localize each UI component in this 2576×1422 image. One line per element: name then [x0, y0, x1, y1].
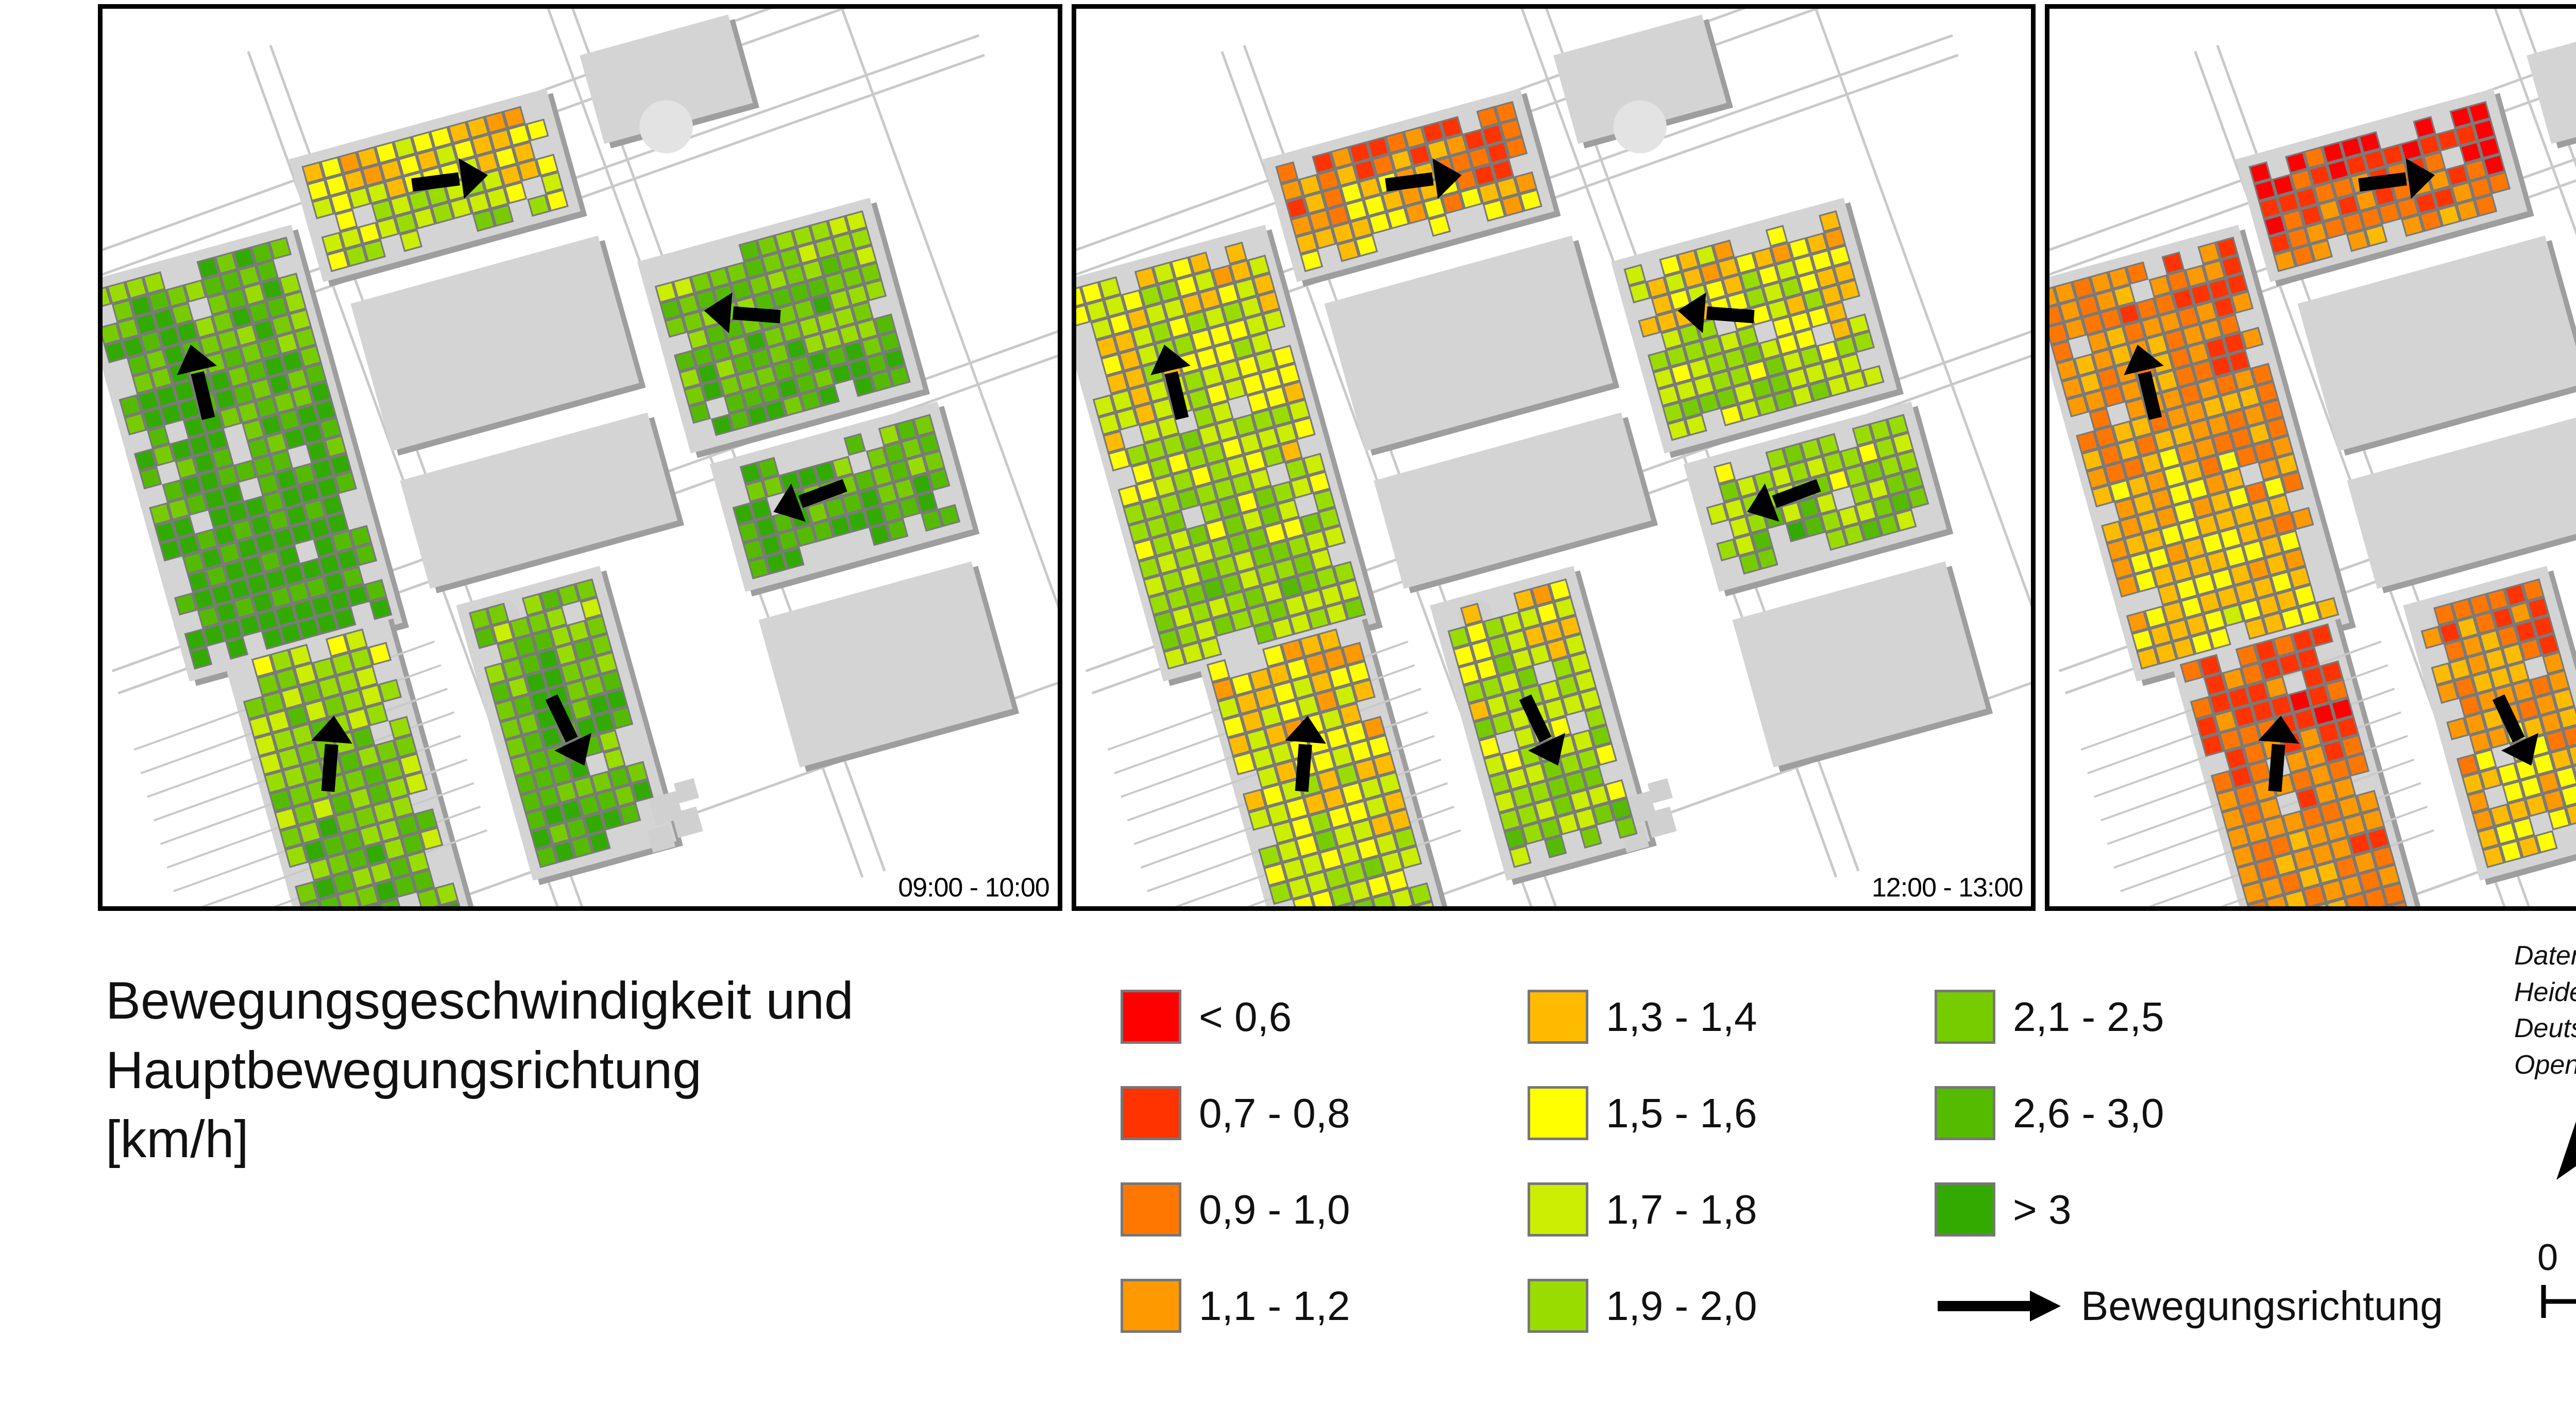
legend-label: 1,7 - 1,8: [1606, 1186, 1757, 1232]
legend-item: 2,1 - 2,5: [1935, 990, 2470, 1044]
movement-direction-icon: [1938, 1290, 2061, 1322]
legend-label: > 3: [2013, 1186, 2072, 1232]
legend-item: 2,6 - 3,0: [1935, 1086, 2470, 1140]
legend-item: 1,1 - 1,2: [1121, 1279, 1528, 1333]
north-arrow: N: [2545, 1051, 2576, 1184]
legend-row: 1,1 - 1,2 1,9 - 2,0 Bewegungsrichtung: [1121, 1258, 2470, 1354]
direction-arrow-layer: [177, 158, 848, 792]
legend-item: > 3: [1935, 1182, 2470, 1237]
map-panel-row: 09:00 - 10:00 12:00 - 13:00 15:00 - 16:0…: [98, 4, 2576, 911]
legend-label: 1,1 - 1,2: [1199, 1282, 1350, 1329]
legend-swatch: [1935, 1086, 1995, 1140]
speed-legend: < 0,6 1,3 - 1,4 2,1 - 2,5 0,7 - 0,8: [1121, 969, 2470, 1354]
speed-grid-layer: [103, 106, 961, 906]
scale-labels: 0 100 200 Meter: [2537, 1237, 2576, 1278]
legend-item: 0,9 - 1,0: [1121, 1182, 1528, 1237]
legend-label: 2,1 - 2,5: [2013, 993, 2164, 1040]
legend-swatch: [1121, 1086, 1181, 1140]
legend-swatch: [1121, 1182, 1181, 1237]
title-line-2: Hauptbewegungsrichtung: [106, 1040, 702, 1099]
legend-item: 1,7 - 1,8: [1528, 1182, 1935, 1237]
speed-grid-layer: [2049, 100, 2576, 906]
data-source-attribution: Datengrundglade: Heidelberg Mobil Intern…: [2514, 938, 2576, 1084]
legend-row: 0,7 - 0,8 1,5 - 1,6 2,6 - 3,0: [1121, 1065, 2470, 1161]
legend-item: 1,5 - 1,6: [1528, 1086, 1935, 1140]
direction-arrow-layer: [1150, 158, 1821, 792]
scale-bar-graphic: [2541, 1285, 2576, 1318]
legend-item: < 0,6: [1121, 990, 1528, 1044]
figure-footer: Bewegungsgeschwindigkeit und Hauptbewegu…: [0, 922, 2576, 1417]
legend-swatch: [1528, 1279, 1588, 1333]
legend-item: 1,3 - 1,4: [1528, 990, 1935, 1044]
legend-label: 1,5 - 1,6: [1606, 1090, 1757, 1136]
attribution-line-1: Datengrundglade:: [2514, 941, 2576, 971]
legend-swatch: [1528, 1182, 1588, 1237]
figure-title: Bewegungsgeschwindigkeit und Hauptbewegu…: [106, 966, 1110, 1174]
map-canvas-morning: [103, 9, 1058, 906]
legend-label: 0,7 - 0,8: [1199, 1090, 1350, 1136]
panel-time-label: 09:00 - 10:00: [898, 873, 1049, 903]
attribution-line-3: Deutsche Messe AG: [2514, 1013, 2576, 1044]
legend-swatch: [1528, 990, 1588, 1044]
legend-swatch: [1121, 990, 1181, 1044]
legend-swatch: [1121, 1279, 1181, 1333]
scale-tick-0: 0: [2537, 1237, 2558, 1278]
title-line-3: [km/h]: [106, 1110, 249, 1169]
title-line-1: Bewegungsgeschwindigkeit und: [106, 971, 854, 1030]
legend-swatch: [1528, 1086, 1588, 1140]
legend-swatch: [1935, 1182, 1995, 1237]
legend-row: 0,9 - 1,0 1,7 - 1,8 > 3: [1121, 1161, 2470, 1258]
map-panel[interactable]: 15:00 - 16:00: [2045, 4, 2576, 911]
legend-label: 1,9 - 2,0: [1606, 1282, 1757, 1329]
panel-time-label: 12:00 - 13:00: [1871, 873, 2023, 903]
attribution-line-4: Openstreetmap: [2514, 1050, 2576, 1080]
north-letter: N: [2545, 1051, 2576, 1079]
legend-item: 1,9 - 2,0: [1528, 1279, 1935, 1333]
legend-label: Bewegungsrichtung: [2081, 1282, 2443, 1329]
direction-arrow-layer: [2124, 158, 2539, 792]
speed-grid-layer: [1076, 100, 1929, 906]
legend-item: 0,7 - 0,8: [1121, 1086, 1528, 1140]
map-panel[interactable]: 09:00 - 10:00: [98, 4, 1062, 911]
map-canvas-midday: [1076, 9, 2031, 906]
legend-label: 1,3 - 1,4: [1606, 993, 1757, 1040]
legend-label: 2,6 - 3,0: [2013, 1090, 2164, 1136]
map-panel[interactable]: 12:00 - 13:00: [1071, 4, 2036, 911]
legend-label: < 0,6: [1199, 993, 1292, 1040]
scale-bar: 0 100 200 Meter: [2537, 1237, 2576, 1322]
legend-direction-item: Bewegungsrichtung: [1935, 1282, 2470, 1330]
north-arrow-icon: [2556, 1121, 2576, 1180]
map-canvas-afternoon: [2049, 9, 2576, 906]
legend-row: < 0,6 1,3 - 1,4 2,1 - 2,5: [1121, 969, 2470, 1065]
attribution-line-2: Heidelberg Mobil International GmbH: [2514, 977, 2576, 1007]
legend-swatch: [1935, 990, 1995, 1044]
legend-label: 0,9 - 1,0: [1199, 1186, 1350, 1232]
